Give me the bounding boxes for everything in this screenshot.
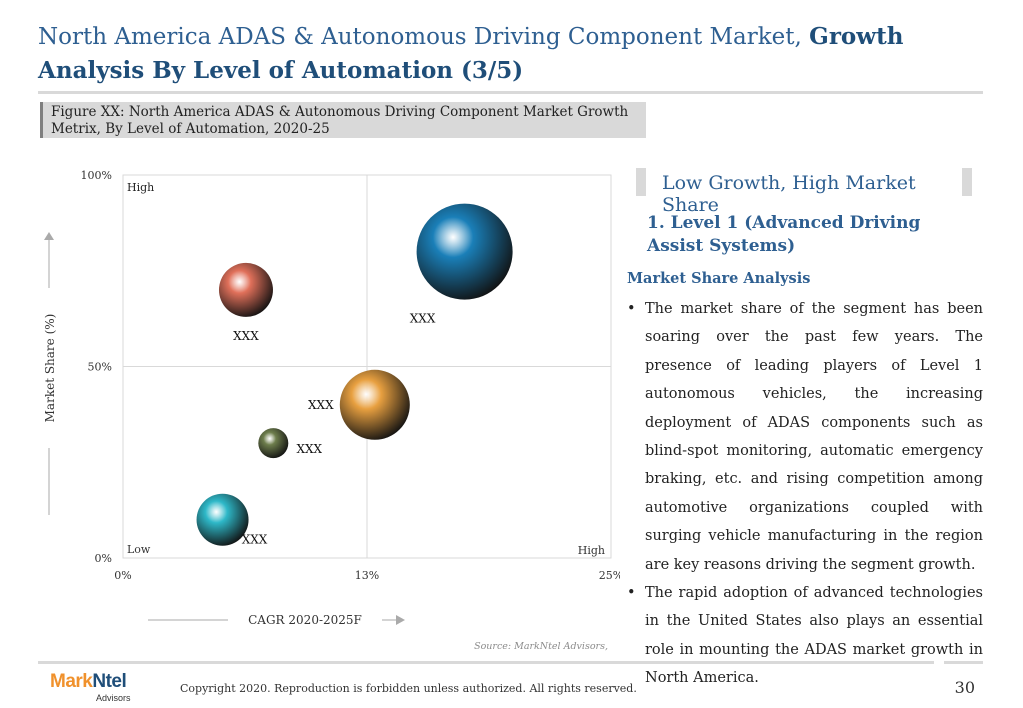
y-tick-label: 100% bbox=[81, 169, 112, 182]
analysis-bullets: The market share of the segment has been… bbox=[627, 295, 983, 693]
y-tick-label: 50% bbox=[88, 361, 112, 374]
bullet-item: The market share of the segment has been… bbox=[627, 295, 983, 579]
bubble bbox=[339, 369, 410, 440]
markntel-logo: MarkNtel Advisors bbox=[50, 671, 131, 703]
page-title-regular: North America ADAS & Autonomous Driving … bbox=[38, 24, 802, 50]
page-title-bold: Growth Analysis By Level of Automation (… bbox=[38, 23, 904, 84]
figure-caption: Figure XX: North America ADAS & Autonomo… bbox=[40, 102, 646, 138]
logo-wordmark: MarkNtel bbox=[50, 671, 127, 693]
market-share-analysis-heading: Market Share Analysis bbox=[627, 270, 811, 287]
x-tick-label: 13% bbox=[355, 569, 379, 582]
quadrant-label-high-right: High bbox=[578, 544, 605, 557]
quadrant-heading-text: Low Growth, High Market Share bbox=[662, 172, 916, 216]
x-axis-title-group: CAGR 2020-2025F bbox=[148, 613, 405, 627]
page-title: North America ADAS & Autonomous Driving … bbox=[38, 20, 978, 88]
segment-title: 1. Level 1 (Advanced Driving Assist Syst… bbox=[647, 213, 921, 256]
bubble-label: XXX bbox=[242, 533, 268, 547]
y-axis-arrow-head bbox=[44, 232, 54, 240]
heading-bar-right bbox=[962, 168, 972, 196]
x-axis-title: CAGR 2020-2025F bbox=[248, 613, 362, 627]
bubble bbox=[258, 428, 289, 459]
bubble-label: XXX bbox=[308, 398, 334, 412]
bubble bbox=[218, 262, 273, 317]
y-tick-label: 0% bbox=[95, 552, 112, 565]
bubble-chart: 0% 50% 100% 0% 13% 25% High Low High XXX XXX X… bbox=[43, 169, 620, 627]
y-axis-title-group: Market Share (%) bbox=[43, 232, 57, 515]
x-tick-label: 0% bbox=[114, 569, 131, 582]
bubble bbox=[196, 493, 249, 546]
x-axis-arrow-head bbox=[396, 615, 405, 625]
heading-bar-left bbox=[636, 168, 646, 196]
page-number: 30 bbox=[954, 678, 975, 697]
quadrant-heading: Low Growth, High Market Share bbox=[636, 168, 973, 216]
copyright-text: Copyright 2020. Reproduction is forbidde… bbox=[180, 682, 637, 695]
title-divider bbox=[38, 91, 983, 94]
footer-divider bbox=[38, 661, 983, 664]
quadrant-label-high-top: High bbox=[127, 181, 154, 194]
footer-divider-gap bbox=[934, 658, 944, 667]
bubble-label: XXX bbox=[410, 312, 436, 326]
logo-mark: Mark bbox=[50, 671, 93, 692]
bubble-label: XXX bbox=[233, 329, 259, 343]
bubble bbox=[416, 203, 513, 300]
x-tick-label: 25% bbox=[599, 569, 620, 582]
bullet-item: The rapid adoption of advanced technolog… bbox=[627, 579, 983, 693]
bubble-label: XXX bbox=[296, 442, 322, 456]
quadrant-label-low: Low bbox=[127, 543, 151, 556]
logo-subtitle: Advisors bbox=[96, 693, 131, 703]
y-axis-title: Market Share (%) bbox=[43, 314, 57, 423]
logo-ntel: Ntel bbox=[92, 671, 127, 692]
source-note: Source: MarkNtel Advisors, bbox=[474, 641, 608, 652]
